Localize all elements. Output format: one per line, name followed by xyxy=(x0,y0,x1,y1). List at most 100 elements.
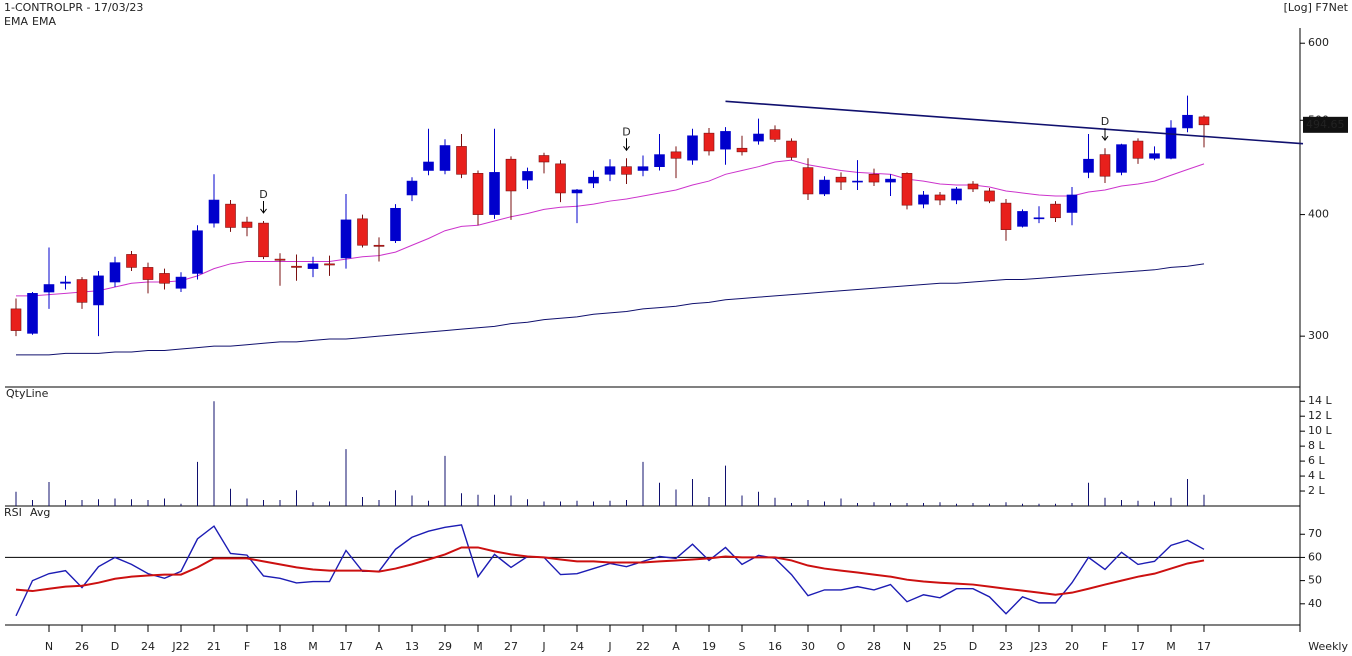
y-tick-label: 14 L xyxy=(1308,394,1332,407)
candle-body xyxy=(1198,116,1210,126)
candle-body xyxy=(802,167,814,195)
x-tick-label: 26 xyxy=(75,640,89,653)
candle-body xyxy=(852,180,863,183)
x-tick-label: F xyxy=(1102,640,1108,653)
x-tick-label: J xyxy=(541,640,545,653)
y-tick-label: 2 L xyxy=(1308,484,1325,497)
annotation-label: D xyxy=(1101,115,1109,128)
candle-body xyxy=(1116,144,1127,173)
candle-body xyxy=(291,265,302,268)
candle-body xyxy=(786,140,797,158)
candle-body xyxy=(769,129,781,140)
period-label: Weekly xyxy=(1308,640,1348,653)
candle-body xyxy=(901,173,913,206)
x-tick-label: N xyxy=(45,640,53,653)
candle-body xyxy=(175,276,187,289)
candle-body xyxy=(489,172,500,215)
x-tick-label: 16 xyxy=(768,640,782,653)
candle-body xyxy=(753,133,764,142)
candle-body xyxy=(307,263,319,269)
candle-body xyxy=(274,258,286,261)
annotation-arrow xyxy=(260,200,267,214)
x-tick-label: 21 xyxy=(207,640,221,653)
candle-body xyxy=(76,279,88,303)
x-tick-label: D xyxy=(969,640,977,653)
candle-body xyxy=(687,135,698,161)
candle-body xyxy=(918,194,929,205)
candle-body xyxy=(93,275,104,306)
candle-body xyxy=(340,219,352,259)
x-tick-label: J xyxy=(607,640,611,653)
candle-body xyxy=(439,145,451,171)
y-tick-label: 70 xyxy=(1308,527,1322,540)
candle-body xyxy=(324,263,335,266)
annotation-arrow xyxy=(1101,128,1109,142)
x-tick-label: 23 xyxy=(999,640,1013,653)
x-tick-label: J23 xyxy=(1029,640,1047,653)
x-tick-label: 22 xyxy=(636,640,650,653)
legend-entry: RSI xyxy=(4,506,22,519)
last-price-box xyxy=(1303,116,1348,133)
ema-line xyxy=(16,159,1205,297)
candle-body xyxy=(670,151,682,159)
candle-body xyxy=(555,163,566,194)
candle-body xyxy=(109,262,121,283)
candle-body xyxy=(868,173,880,183)
candle-body xyxy=(423,161,434,171)
x-tick-label: F xyxy=(244,640,250,653)
x-tick-label: M xyxy=(473,640,483,653)
candle-body xyxy=(406,180,418,196)
x-tick-label: O xyxy=(837,640,846,653)
candle-body xyxy=(571,189,583,194)
x-tick-label: M xyxy=(1166,640,1176,653)
y-tick-label: 4 L xyxy=(1308,469,1325,482)
annotation-arrow xyxy=(623,138,630,152)
x-tick-label: 28 xyxy=(867,640,881,653)
x-tick-label: D xyxy=(111,640,119,653)
candle-body xyxy=(10,308,22,331)
candle-body xyxy=(225,203,236,228)
candle-body xyxy=(258,222,269,258)
candle-body xyxy=(1050,203,1061,219)
legend-entry: EMA xyxy=(32,15,56,28)
candle-body xyxy=(1083,158,1094,173)
candle-body xyxy=(1033,217,1045,220)
x-tick-label: N xyxy=(903,640,911,653)
panel-title: QtyLine xyxy=(6,387,49,400)
x-tick-label: 17 xyxy=(339,640,353,653)
x-tick-label: 29 xyxy=(438,640,452,653)
candle-body xyxy=(1000,202,1012,230)
ema-line xyxy=(16,263,1205,356)
candle-body xyxy=(390,207,401,242)
candle-body xyxy=(637,166,649,171)
y-tick-label: 600 xyxy=(1308,36,1329,49)
candle-body xyxy=(142,267,154,280)
y-tick-label: 6 L xyxy=(1308,454,1325,467)
x-tick-label: 17 xyxy=(1197,640,1211,653)
candle-body xyxy=(522,171,533,181)
candle-body xyxy=(538,155,550,163)
y-tick-label: 50 xyxy=(1308,574,1322,587)
y-tick-label: 60 xyxy=(1308,550,1322,563)
candle-body xyxy=(241,221,253,228)
x-tick-label: 30 xyxy=(801,640,815,653)
x-tick-label: 13 xyxy=(405,640,419,653)
candle-body xyxy=(951,188,962,201)
x-tick-label: 24 xyxy=(141,640,155,653)
y-tick-label: 8 L xyxy=(1308,439,1325,452)
candle-body xyxy=(373,244,385,247)
candle-body xyxy=(208,199,220,224)
scale-label: [Log] F7Net xyxy=(1284,1,1349,14)
candle-body xyxy=(885,178,896,183)
candle-body xyxy=(621,166,632,175)
candle-body xyxy=(192,230,203,274)
candle-body xyxy=(588,176,599,184)
legend-entry: EMA xyxy=(4,15,28,28)
candle-body xyxy=(819,179,830,195)
candle-body xyxy=(126,254,137,268)
candle-body xyxy=(654,154,665,167)
trendline xyxy=(725,100,1304,145)
x-tick-label: 27 xyxy=(504,640,518,653)
chart-title: 1-CONTROLPR - 17/03/23 xyxy=(4,1,143,14)
